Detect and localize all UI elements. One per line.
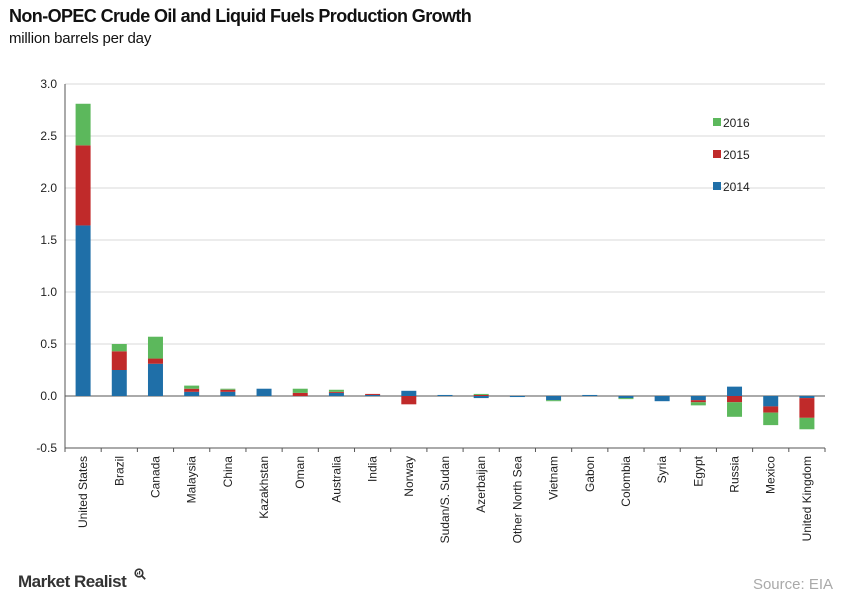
- bar-segment-2014: [763, 396, 779, 407]
- legend-label-2016: 2016: [723, 116, 750, 130]
- legend-label-2014: 2014: [723, 180, 750, 194]
- x-tick-label: Vietnam: [547, 456, 561, 500]
- bar-segment-2016: [799, 417, 815, 430]
- brand-logo-text: Market Realist: [18, 572, 127, 591]
- bar-segment-2016: [328, 389, 344, 392]
- y-tick-label: 0.0: [40, 389, 57, 403]
- bar-segment-2015: [365, 393, 381, 395]
- bar-segment-2016: [618, 398, 634, 400]
- bar-segment-2014: [799, 396, 815, 399]
- bar-segment-2016: [473, 393, 489, 395]
- bar-segment-2015: [147, 358, 163, 364]
- bar-segment-2015: [111, 351, 127, 370]
- x-tick-label: Colombia: [619, 456, 633, 507]
- bar-segment-2015: [763, 406, 779, 413]
- gridlines: [65, 83, 825, 449]
- bar-segment-2014: [546, 396, 562, 401]
- bar-segment-2014: [111, 370, 127, 396]
- x-tick-label: Norway: [402, 456, 416, 497]
- bar-segment-2014: [365, 394, 381, 396]
- bar-segment-2014: [654, 396, 670, 402]
- bar-segment-2014: [147, 363, 163, 396]
- bar-segment-2014: [401, 390, 417, 396]
- y-tick-label: 2.5: [40, 129, 57, 143]
- bar-segment-2015: [473, 394, 489, 396]
- x-tick-label: Azerbaijan: [474, 456, 488, 513]
- bar-segment-2014: [328, 392, 344, 396]
- bar-segment-2016: [763, 412, 779, 426]
- x-tick-label: Oman: [293, 456, 307, 489]
- source-note: Source: EIA: [752, 576, 833, 593]
- bar-segment-2014: [618, 396, 634, 399]
- x-tick-label: United Kingdom: [800, 456, 814, 541]
- x-tick-label: Sudan/S. Sudan: [438, 456, 452, 543]
- bar-segment-2016: [75, 103, 91, 146]
- x-tick-label: Kazakhstan: [257, 456, 271, 519]
- y-tick-label: 3.0: [40, 77, 57, 91]
- bar-segment-2016: [184, 385, 200, 389]
- bar-segment-2016: [727, 402, 743, 417]
- bar-segment-2014: [256, 388, 272, 396]
- y-tick-label: 0.5: [40, 337, 57, 351]
- legend-label-2015: 2015: [723, 148, 750, 162]
- bar-segment-2014: [582, 394, 598, 396]
- bar-segment-2015: [75, 145, 91, 226]
- x-tick-label: Syria: [655, 456, 669, 484]
- chart-subtitle: million barrels per day: [9, 30, 152, 47]
- y-tick-label: 1.5: [40, 233, 57, 247]
- legend: 2016 2015 2014: [713, 116, 750, 194]
- legend-swatch-2015: [713, 150, 721, 158]
- bar-segment-2016: [546, 400, 562, 402]
- bar-segment-2014: [509, 396, 525, 398]
- bar-segment-2014: [690, 396, 706, 401]
- bar-segment-2016: [111, 344, 127, 352]
- bar-segment-2015: [220, 389, 236, 392]
- chart-title: Non-OPEC Crude Oil and Liquid Fuels Prod…: [9, 6, 472, 26]
- bar-segment-2014: [473, 396, 489, 399]
- bar-segment-2014: [727, 386, 743, 396]
- bar-segment-2016: [147, 336, 163, 359]
- bar-segment-2016: [690, 402, 706, 406]
- x-tick-label: Mexico: [764, 456, 778, 494]
- x-tick-label: Canada: [148, 456, 162, 498]
- x-tick-label: Malaysia: [185, 456, 199, 504]
- x-tick-label: Brazil: [112, 456, 126, 486]
- x-tick-label: Egypt: [691, 455, 705, 486]
- bar-segment-2014: [184, 391, 200, 396]
- bar-segment-2015: [292, 392, 308, 396]
- bar-segment-2015: [328, 391, 344, 393]
- x-tick-label: Russia: [728, 456, 742, 493]
- x-tick-label: India: [366, 456, 380, 482]
- y-tick-label: 1.0: [40, 285, 57, 299]
- magnifier-chart-icon: [134, 568, 146, 580]
- bar-segment-2015: [401, 396, 417, 405]
- bar-segment-2015: [690, 400, 706, 403]
- y-tick-label: 2.0: [40, 181, 57, 195]
- x-tick-label: China: [221, 456, 235, 488]
- bar-segment-2014: [75, 225, 91, 396]
- bar-segment-2016: [292, 388, 308, 393]
- bar-segment-2015: [799, 398, 815, 418]
- bar-segment-2014: [437, 394, 453, 396]
- x-tick-label: Gabon: [583, 456, 597, 492]
- x-tick-label: United States: [76, 456, 90, 528]
- legend-swatch-2014: [713, 182, 721, 190]
- bar-segment-2014: [220, 391, 236, 396]
- legend-swatch-2016: [713, 118, 721, 126]
- bars: [75, 103, 815, 430]
- bar-segment-2015: [184, 388, 200, 392]
- axes: 3.0 2.5 2.0 1.5 1.0 0.5 0.0 -0.5 United States Br…: [36, 77, 826, 544]
- x-tick-label: Other North Sea: [510, 456, 524, 544]
- y-tick-label: -0.5: [36, 441, 57, 455]
- bar-segment-2016: [220, 388, 236, 390]
- bar-segment-2015: [727, 396, 743, 403]
- x-tick-label: Australia: [329, 456, 343, 503]
